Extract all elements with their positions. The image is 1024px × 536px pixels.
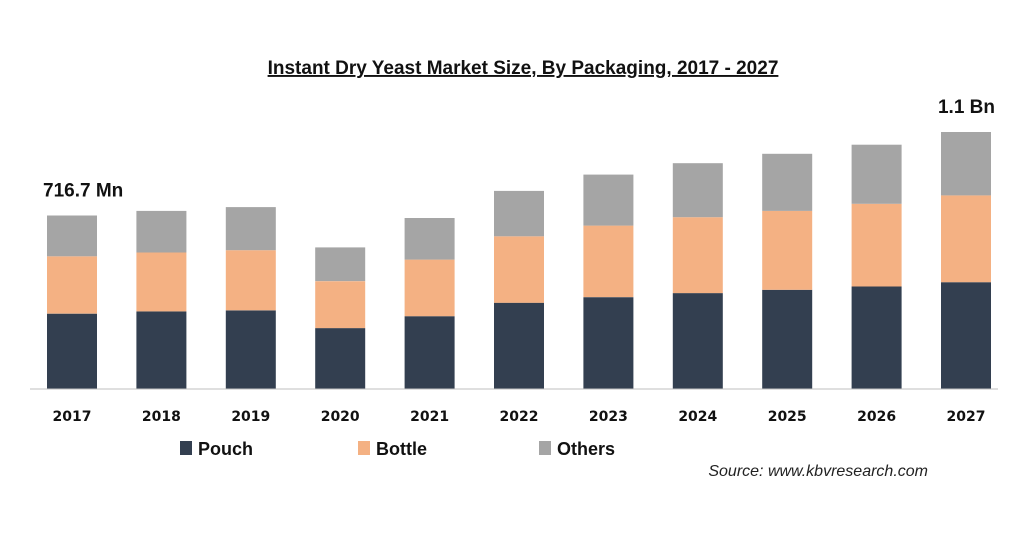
- bar-pouch-2024: [672, 293, 723, 389]
- bars-layer: [47, 132, 991, 389]
- x-tick-2027: 2027: [947, 409, 986, 425]
- bar-bottle-2021: [404, 259, 455, 317]
- x-tick-2024: 2024: [678, 409, 717, 425]
- bar-others-2017: [47, 215, 97, 257]
- bar-others-2019: [225, 207, 276, 251]
- bar-bottle-2019: [225, 250, 276, 311]
- legend-label-others: Others: [557, 439, 615, 459]
- legend-swatch-pouch: [180, 441, 192, 455]
- x-tick-2020: 2020: [321, 409, 360, 425]
- x-tick-2021: 2021: [410, 409, 449, 425]
- bar-bottle-2025: [762, 210, 813, 290]
- bar-others-2021: [404, 218, 455, 260]
- bar-others-2025: [762, 153, 813, 211]
- bar-pouch-2020: [315, 328, 366, 389]
- annotation-2027: 1.1 Bn: [938, 97, 995, 118]
- bar-others-2026: [851, 144, 902, 204]
- x-tick-2026: 2026: [857, 409, 896, 425]
- bar-others-2024: [672, 163, 723, 218]
- annotation-2017: 716.7 Mn: [43, 181, 123, 202]
- legend-label-pouch: Pouch: [198, 439, 253, 459]
- bar-others-2018: [136, 210, 187, 253]
- x-tick-2018: 2018: [142, 409, 181, 425]
- bar-others-2027: [941, 132, 991, 196]
- bar-bottle-2027: [941, 195, 991, 283]
- bar-pouch-2025: [762, 289, 813, 389]
- bar-pouch-2017: [47, 313, 97, 389]
- x-axis-ticks: 2017 2018 2019 2020 2021 2022 2023 2024 2025 2026…: [53, 409, 986, 425]
- bar-others-2020: [315, 247, 366, 282]
- x-tick-2023: 2023: [589, 409, 628, 425]
- bar-pouch-2018: [136, 311, 187, 389]
- legend-swatch-others: [539, 441, 551, 455]
- legend-label-bottle: Bottle: [376, 439, 427, 459]
- bar-bottle-2026: [851, 203, 902, 287]
- annotations: 716.7 Mn 1.1 Bn: [43, 97, 995, 202]
- bar-others-2023: [583, 174, 634, 226]
- x-tick-2017: 2017: [53, 409, 92, 425]
- bar-bottle-2018: [136, 252, 187, 312]
- bar-pouch-2021: [404, 316, 455, 389]
- bar-pouch-2027: [941, 282, 991, 389]
- bar-bottle-2023: [583, 225, 634, 298]
- legend: Pouch Bottle Others: [180, 439, 615, 459]
- bar-others-2022: [494, 190, 544, 237]
- x-tick-2022: 2022: [500, 409, 539, 425]
- legend-swatch-bottle: [358, 441, 370, 455]
- chart-title: Instant Dry Yeast Market Size, By Packag…: [268, 58, 779, 79]
- x-tick-2025: 2025: [768, 409, 807, 425]
- bar-pouch-2022: [494, 302, 544, 389]
- bar-bottle-2020: [315, 281, 366, 329]
- source-text: Source: www.kbvresearch.com: [708, 463, 928, 480]
- bar-pouch-2023: [583, 297, 634, 389]
- bar-pouch-2019: [225, 310, 276, 389]
- bar-pouch-2026: [851, 286, 902, 389]
- bar-bottle-2024: [672, 217, 723, 294]
- bar-bottle-2022: [494, 236, 544, 303]
- x-tick-2019: 2019: [231, 409, 270, 425]
- bar-bottle-2017: [47, 256, 97, 314]
